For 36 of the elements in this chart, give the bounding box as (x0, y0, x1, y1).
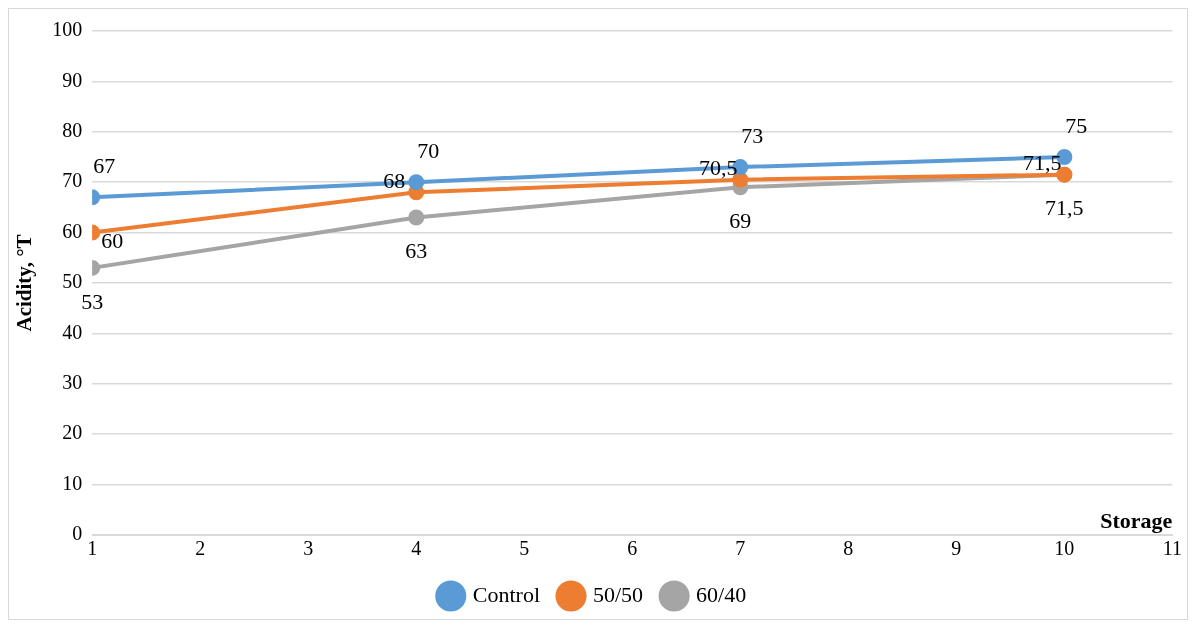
y-tick-label: 20 (62, 421, 83, 444)
x-tick-label: 6 (627, 537, 638, 560)
legend-label: 60/40 (696, 581, 747, 607)
data-label: 67 (93, 153, 116, 179)
x-tick-label: 10 (1054, 537, 1075, 560)
data-label: 69 (729, 208, 752, 234)
x-tick-label: 8 (843, 537, 854, 560)
y-tick-label: 90 (62, 68, 83, 91)
legend-label: 50/50 (593, 581, 644, 607)
y-tick-label: 10 (62, 471, 83, 494)
data-label: 71,5 (1045, 195, 1084, 221)
x-tick-label: 2 (195, 537, 206, 560)
y-tick-label: 30 (62, 371, 83, 394)
data-label: 63 (405, 238, 428, 264)
x-tick-label: 7 (735, 537, 746, 560)
data-label: 60 (101, 228, 124, 254)
legend-label: Control (472, 581, 541, 607)
data-label: 53 (81, 288, 104, 314)
data-label: 73 (741, 122, 764, 148)
y-tick-label: 100 (52, 18, 83, 41)
x-axis-title: Storage (1100, 507, 1173, 533)
y-axis-title: Acidity, °T (12, 234, 37, 332)
data-label: 75 (1065, 112, 1088, 138)
y-tick-label: 80 (62, 119, 83, 142)
data-label: 70 (417, 137, 440, 163)
x-tick-label: 5 (519, 537, 530, 560)
y-tick-label: 50 (62, 270, 83, 293)
x-tick-label: 4 (411, 537, 422, 560)
x-tick-label: 1 (87, 537, 98, 560)
x-tick-label: 11 (1162, 537, 1182, 560)
y-tick-label: 0 (72, 522, 83, 545)
y-tick-label: 40 (62, 320, 83, 343)
x-tick-label: 3 (303, 537, 314, 560)
y-tick-label: 60 (62, 219, 83, 242)
y-tick-label: 70 (62, 169, 83, 192)
x-tick-label: 9 (951, 537, 962, 560)
